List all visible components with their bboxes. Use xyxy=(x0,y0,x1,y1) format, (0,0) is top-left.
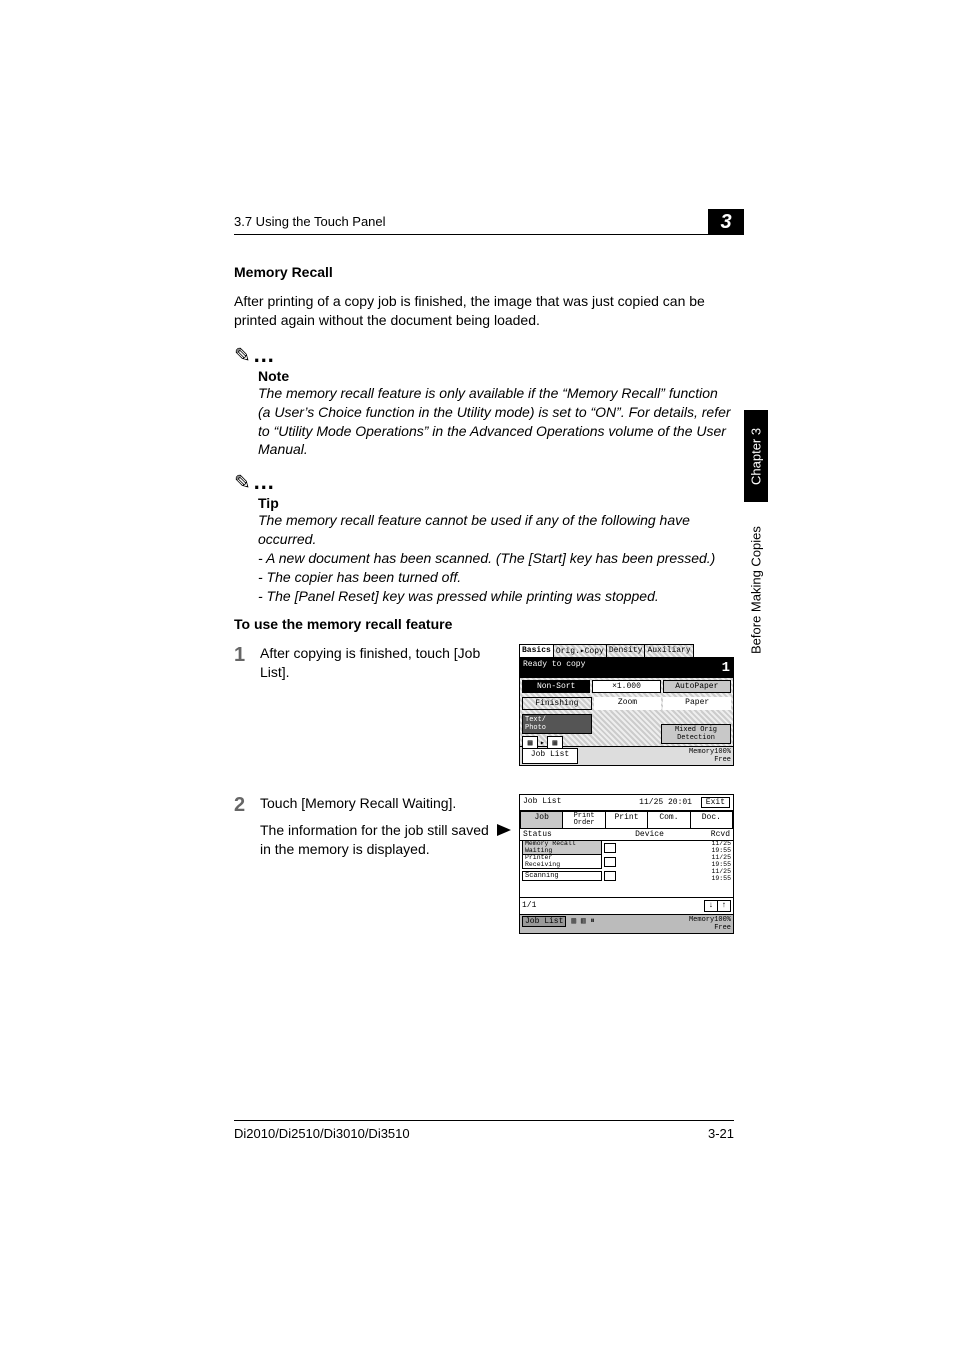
memory-free: Memory100% Free xyxy=(689,916,731,932)
job-list-button[interactable]: Job List xyxy=(522,748,578,764)
joblist-foot-label: Job List ▥ ▥ ⏸ xyxy=(522,916,594,932)
tab-auxiliary[interactable]: Auxiliary xyxy=(644,644,693,657)
tab-doc[interactable]: Doc. xyxy=(690,811,733,829)
autopaper-button[interactable]: AutoPaper xyxy=(663,680,731,693)
tab-print-order[interactable]: Print Order xyxy=(562,811,605,829)
col-status: Status xyxy=(523,830,607,839)
zoom-value[interactable]: ×1.000 xyxy=(592,680,660,693)
content-area: Memory Recall After printing of a copy j… xyxy=(234,256,734,940)
step-text: Touch [Memory Recall Waiting]. The infor… xyxy=(260,794,490,859)
text-photo-label: Text/ Photo xyxy=(522,714,592,734)
mixed-orig-button[interactable]: Mixed Orig Detection xyxy=(661,724,731,744)
step-figure: Job List 11/25 20:01 Exit Job Print Orde… xyxy=(502,794,734,934)
touch-panel-basics: Basics Orig.▸Copy Density Auxiliary Read… xyxy=(519,644,734,766)
step-number: 1 xyxy=(234,644,248,667)
step-text: After copying is finished, touch [Job Li… xyxy=(260,644,490,682)
copy-count: 1 xyxy=(722,660,730,676)
step-text-line: Touch [Memory Recall Waiting]. xyxy=(260,794,490,813)
footer-rule xyxy=(234,1120,734,1121)
tab-density[interactable]: Density xyxy=(606,644,646,657)
page-up-button[interactable]: ↑ xyxy=(717,900,731,912)
running-head: 3.7 Using the Touch Panel xyxy=(234,214,386,229)
touch-panel-joblist: Job List 11/25 20:01 Exit Job Print Orde… xyxy=(519,794,734,934)
rcvd-cell: 11/25 19:55 xyxy=(693,869,731,882)
thumb-tab-chapter: Chapter 3 xyxy=(744,410,768,502)
pencil-icon: ✎… xyxy=(234,342,734,368)
tip-label: Tip xyxy=(258,495,734,511)
section-title: Memory Recall xyxy=(234,264,734,280)
device-icon xyxy=(604,843,616,853)
joblist-row: Memory Recall Waiting 11/25 19:55 xyxy=(520,841,733,855)
arrow-icon: ▸ xyxy=(540,738,545,748)
step-number: 2 xyxy=(234,794,248,817)
tab-print[interactable]: Print xyxy=(605,811,648,829)
exit-button[interactable]: Exit xyxy=(701,797,730,808)
printer-receiving-button[interactable]: Printer Receiving xyxy=(522,854,602,869)
tip-block: ✎… Tip The memory recall feature cannot … xyxy=(234,469,734,605)
chapter-badge: 3 xyxy=(708,209,744,235)
device-icon xyxy=(604,857,616,867)
step: 2 Touch [Memory Recall Waiting]. The inf… xyxy=(234,794,734,934)
status-text: Ready to copy xyxy=(523,660,585,676)
tab-orig-copy[interactable]: Orig.▸Copy xyxy=(553,644,607,657)
joblist-row: Printer Receiving 11/25 19:55 xyxy=(520,855,733,869)
footer-page: 3-21 xyxy=(708,1126,734,1141)
note-block: ✎… Note The memory recall feature is onl… xyxy=(234,342,734,460)
pencil-icon: ✎… xyxy=(234,469,734,495)
zoom-label: Zoom xyxy=(594,697,662,710)
joblist-time: 11/25 20:01 xyxy=(639,798,692,807)
non-sort-button[interactable]: Non-Sort xyxy=(522,680,590,693)
joblist-title: Job List xyxy=(523,797,561,808)
joblist-row: Scanning 11/25 19:55 xyxy=(520,869,733,883)
pointer-arrow-icon xyxy=(497,824,511,836)
col-rcvd: Rcvd xyxy=(692,830,730,839)
thumb-tab-section: Before Making Copies xyxy=(744,510,768,670)
scanning-button[interactable]: Scanning xyxy=(522,871,602,881)
note-text: The memory recall feature is only availa… xyxy=(258,384,734,460)
rcvd-cell: 11/25 19:55 xyxy=(693,855,731,868)
page-indicator: 1/1 xyxy=(522,901,536,910)
tip-line: - A new document has been scanned. (The … xyxy=(258,549,734,568)
tip-line: - The copier has been turned off. xyxy=(258,568,734,587)
footer-model: Di2010/Di2510/Di3010/Di3510 xyxy=(234,1126,410,1141)
intro-paragraph: After printing of a copy job is finished… xyxy=(234,292,734,330)
procedure-title: To use the memory recall feature xyxy=(234,616,734,632)
memory-recall-waiting-button[interactable]: Memory Recall Waiting xyxy=(522,840,602,855)
col-device: Device xyxy=(607,830,692,839)
tab-com[interactable]: Com. xyxy=(647,811,690,829)
tip-line: The memory recall feature cannot be used… xyxy=(258,511,734,549)
rcvd-cell: 11/25 19:55 xyxy=(693,841,731,854)
finishing-button[interactable]: Finishing xyxy=(522,697,592,710)
page-down-button[interactable]: ↓ xyxy=(704,900,718,912)
note-label: Note xyxy=(258,368,734,384)
tab-job[interactable]: Job xyxy=(520,811,563,829)
tip-line: - The [Panel Reset] key was pressed whil… xyxy=(258,587,734,606)
device-icon xyxy=(604,871,616,881)
tab-basics[interactable]: Basics xyxy=(519,644,554,657)
paper-label: Paper xyxy=(663,697,731,710)
step-figure: Basics Orig.▸Copy Density Auxiliary Read… xyxy=(502,644,734,766)
step: 1 After copying is finished, touch [Job … xyxy=(234,644,734,766)
memory-free: Memory100% Free xyxy=(689,748,731,764)
header-rule xyxy=(234,234,734,235)
step-text-line: The information for the job still saved … xyxy=(260,821,490,859)
